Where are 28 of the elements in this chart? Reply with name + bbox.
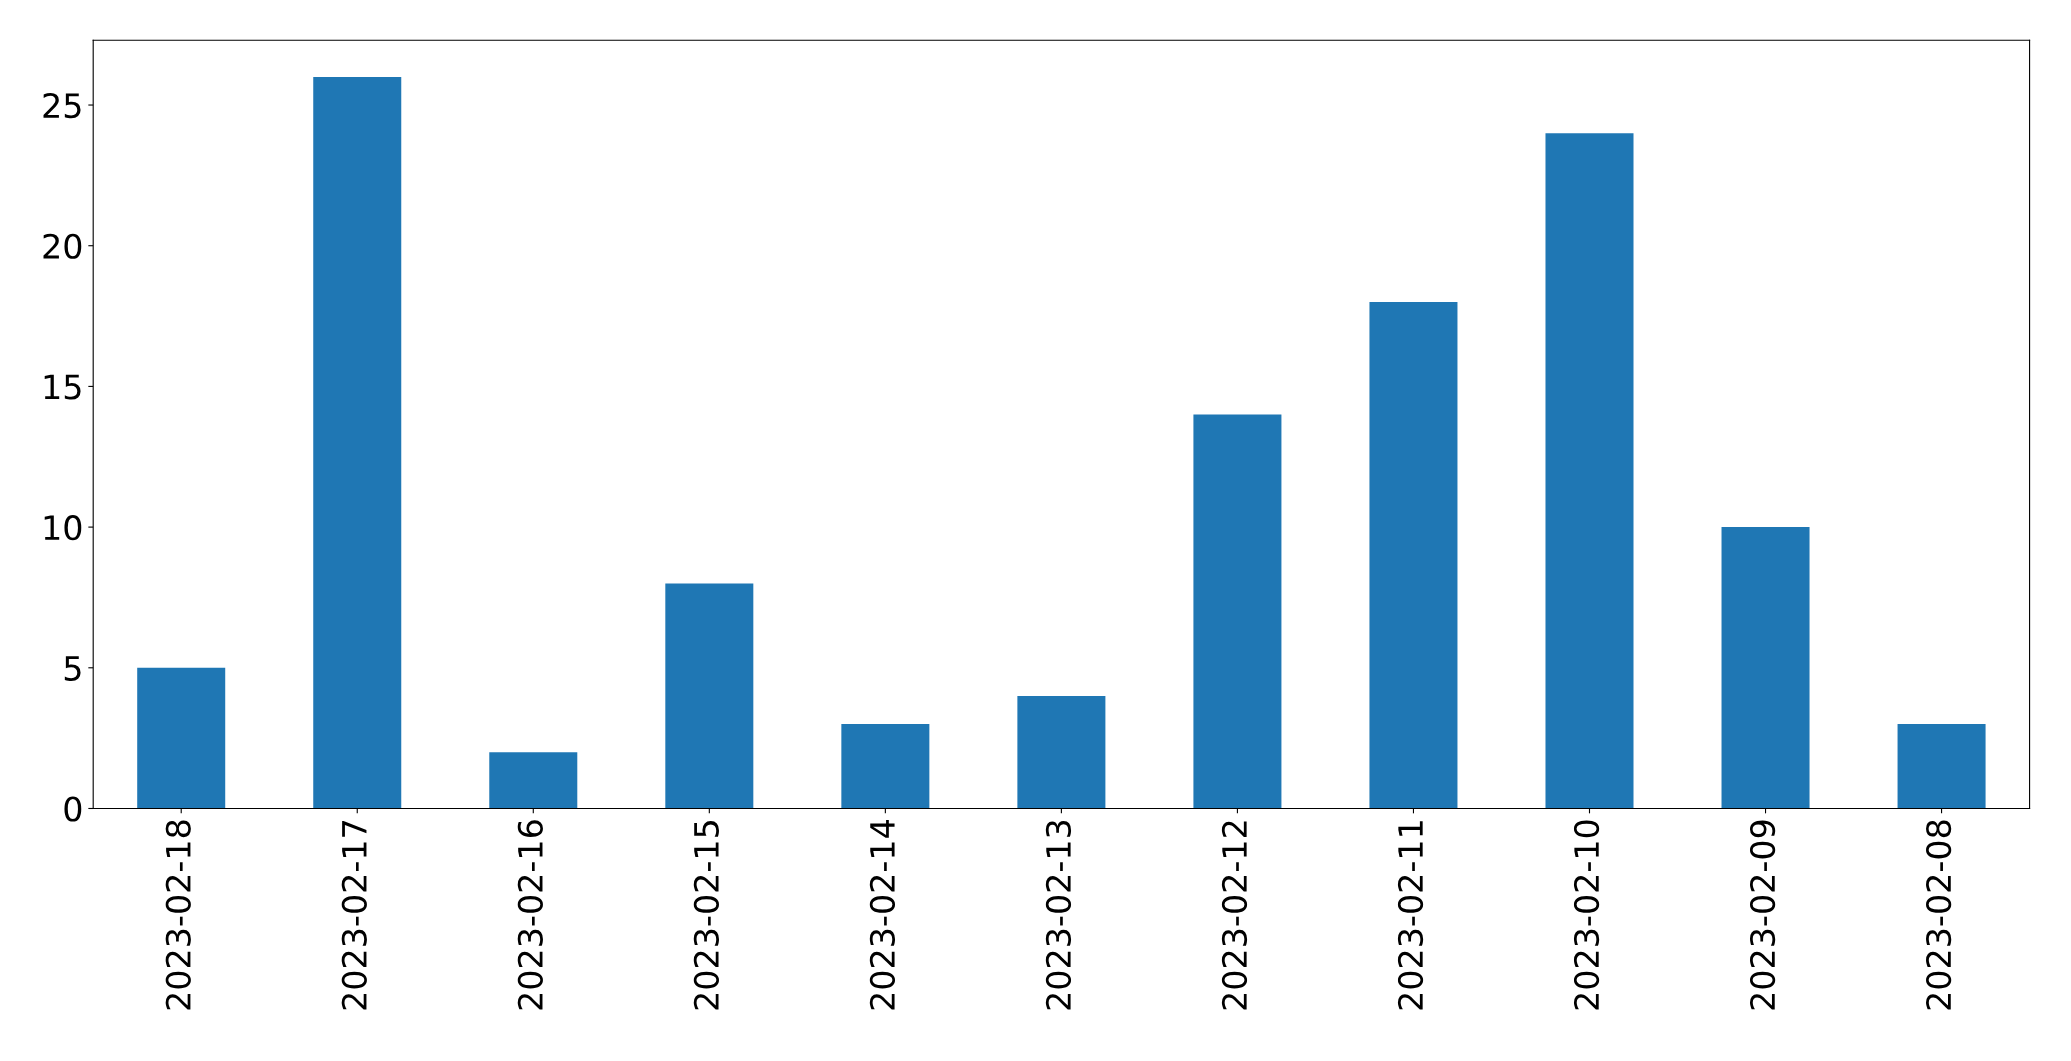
x-tick-label: 2023-02-16 xyxy=(517,820,543,1010)
bar xyxy=(1193,414,1282,809)
x-tick-label: 2023-02-10 xyxy=(1573,820,1600,1010)
x-tick-label: 2023-02-12 xyxy=(1221,821,1248,1010)
bar xyxy=(313,76,402,809)
x-tick-label: 2023-02-18 xyxy=(165,820,191,1010)
y-tick-label: 15 xyxy=(44,374,81,400)
x-tick-label: 2023-02-13 xyxy=(1045,820,1072,1010)
x-tick-label: 2023-02-14 xyxy=(869,820,896,1010)
y-tick-label: 0 xyxy=(64,796,82,822)
x-tick-label: 2023-02-08 xyxy=(1926,820,1952,1010)
bar xyxy=(137,667,226,809)
x-tick-label: 2023-02-17 xyxy=(341,821,367,1010)
bar xyxy=(489,752,578,809)
bar xyxy=(1897,724,1986,809)
bar xyxy=(841,724,930,809)
y-tick-label: 5 xyxy=(64,656,81,681)
x-tick-label: 2023-02-09 xyxy=(1749,820,1776,1010)
y-tick-label: 20 xyxy=(43,233,82,259)
bar xyxy=(1721,527,1810,809)
x-tick-label: 2023-02-15 xyxy=(693,821,719,1010)
bar xyxy=(1369,302,1458,809)
bar xyxy=(665,583,754,809)
x-tick-label: 2023-02-11 xyxy=(1397,821,1424,1010)
y-tick-label: 10 xyxy=(44,515,82,541)
bar xyxy=(1545,133,1634,809)
y-tick-label: 25 xyxy=(43,92,81,119)
bar xyxy=(1017,695,1106,809)
